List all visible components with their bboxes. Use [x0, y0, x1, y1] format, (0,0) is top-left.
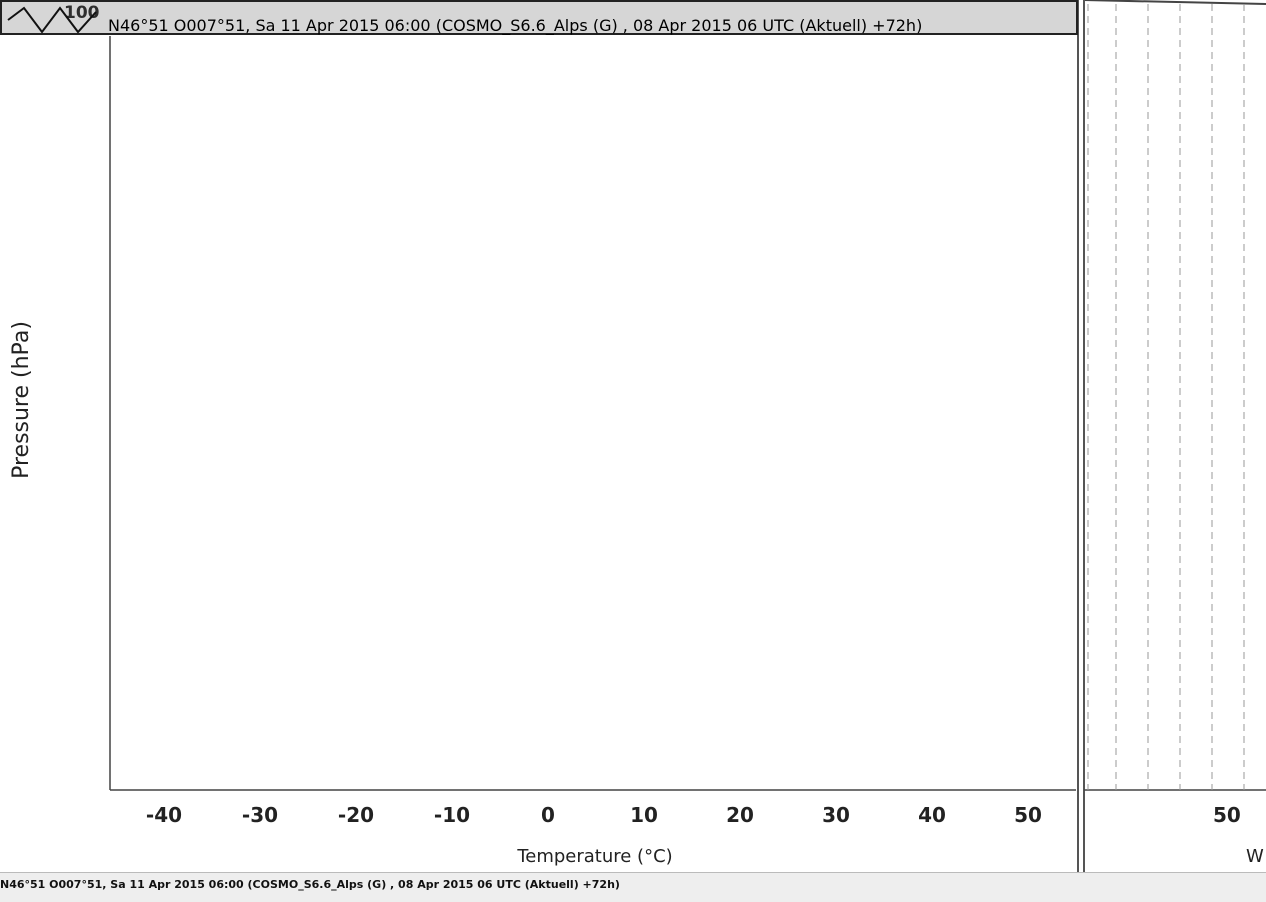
temperature-tick-label: 40 [918, 803, 946, 827]
status-text: N46°51 O007°51, Sa 11 Apr 2015 06:00 (CO… [0, 878, 620, 891]
temperature-tick-label: -20 [338, 803, 374, 827]
skewt-chart: 0.10.20.30.40.60.811.5234681015203040501… [9, 0, 1079, 872]
temperature-tick-label: 30 [822, 803, 850, 827]
side-tick-label: 50 [1213, 803, 1241, 827]
temperature-tick-label: 10 [630, 803, 658, 827]
temperature-tick-label: -30 [242, 803, 278, 827]
x-axis-label: Temperature (°C) [516, 846, 672, 867]
temperature-tick-label: 50 [1014, 803, 1042, 827]
temperature-tick-label: -40 [146, 803, 182, 827]
title-bar: 100 N46°51 O007°51, Sa 11 Apr 2015 06:00… [0, 0, 1078, 35]
temperature-tick-label: 0 [541, 803, 555, 827]
wave-logo-icon: 100 [7, 3, 100, 34]
wind-profile-chart: 50FL 300FL 240FL 180FL 100FL 50 W [1080, 0, 1266, 872]
clipped-pressure-label: 100 [64, 3, 100, 23]
chart-title: N46°51 O007°51, Sa 11 Apr 2015 06:00 (CO… [108, 16, 923, 35]
status-bar: N46°51 O007°51, Sa 11 Apr 2015 06:00 (CO… [0, 872, 1266, 902]
temperature-tick-label: 20 [726, 803, 754, 827]
temperature-tick-label: -10 [434, 803, 470, 827]
y-axis-label: Pressure (hPa) [9, 321, 34, 479]
side-x-axis-label: W [1246, 846, 1264, 867]
